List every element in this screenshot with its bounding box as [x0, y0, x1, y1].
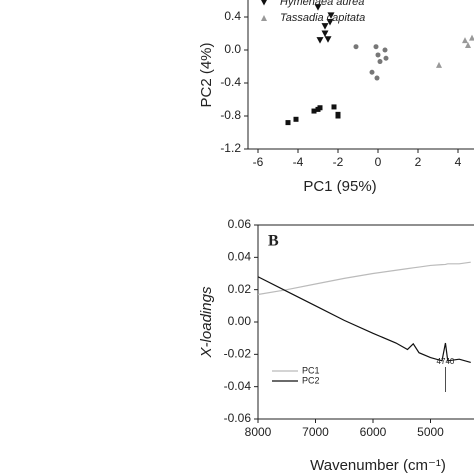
point: [326, 18, 334, 26]
point: [335, 113, 341, 119]
point: [374, 75, 380, 81]
y-tick-label: 0.0: [224, 42, 241, 56]
x-tick-label: -6: [253, 155, 264, 169]
point: [285, 120, 291, 126]
y-tick-label: -0.4: [220, 75, 241, 89]
point: [469, 34, 474, 41]
point: [465, 42, 471, 49]
legend-icon: [261, 0, 267, 6]
x-tick-label: 4: [455, 155, 462, 169]
x-tick-label: 0: [375, 155, 382, 169]
point: [377, 59, 383, 65]
legend-label: Hymenaea aurea: [280, 0, 364, 8]
line: [257, 261, 471, 296]
point: [383, 55, 389, 61]
y-axis-label: PC2 (4%): [198, 42, 215, 107]
annotation: 4740: [437, 357, 455, 366]
point: [316, 37, 324, 44]
y-tick-label: -1.2: [220, 141, 241, 155]
x-axis-label: PC1 (95%): [303, 178, 376, 195]
legend-icon: [261, 15, 267, 21]
point: [353, 44, 359, 50]
legend-label: Tassadia capitata: [280, 12, 365, 24]
x-tick-label: -2: [333, 155, 344, 169]
y-tick-label: -0.02: [224, 347, 252, 361]
point: [382, 47, 388, 53]
legend-label: PC2: [302, 375, 320, 385]
y-tick-label: -0.8: [220, 108, 241, 122]
point: [324, 36, 332, 43]
x-tick-label: -4: [293, 155, 304, 169]
x-tick-label: 5000: [417, 425, 444, 439]
point: [436, 61, 442, 68]
point: [311, 108, 317, 114]
point: [373, 44, 379, 50]
y-tick-label: -0.06: [224, 411, 252, 425]
point: [375, 52, 381, 58]
y-tick-label: 0.00: [228, 314, 252, 328]
x-tick-label: 7000: [302, 425, 329, 439]
x-tick-label: 6000: [360, 425, 387, 439]
y-tick-label: 0.04: [228, 250, 252, 264]
x-tick-label: 2: [415, 155, 422, 169]
point: [293, 116, 299, 122]
y-tick-label: -0.04: [224, 379, 252, 393]
y-tick-label: 0.06: [228, 217, 252, 231]
y-axis-label: X-loadings: [198, 286, 215, 358]
point: [321, 30, 329, 37]
y-tick-label: 0.4: [224, 9, 241, 23]
x-axis-label: Wavenumber (cm⁻¹): [310, 457, 446, 474]
y-tick-label: 0.02: [228, 282, 252, 296]
point: [317, 105, 323, 111]
point: [314, 4, 322, 11]
plot-frame: [257, 224, 474, 420]
point: [327, 12, 335, 19]
point: [462, 37, 468, 44]
x-tick-label: 8000: [245, 425, 272, 439]
point: [369, 69, 375, 75]
line: [257, 276, 471, 363]
panel-label: B: [268, 233, 279, 250]
plot-frame: [247, 0, 474, 150]
point: [321, 23, 329, 30]
legend-label: PC1: [302, 365, 320, 375]
point: [331, 104, 337, 110]
